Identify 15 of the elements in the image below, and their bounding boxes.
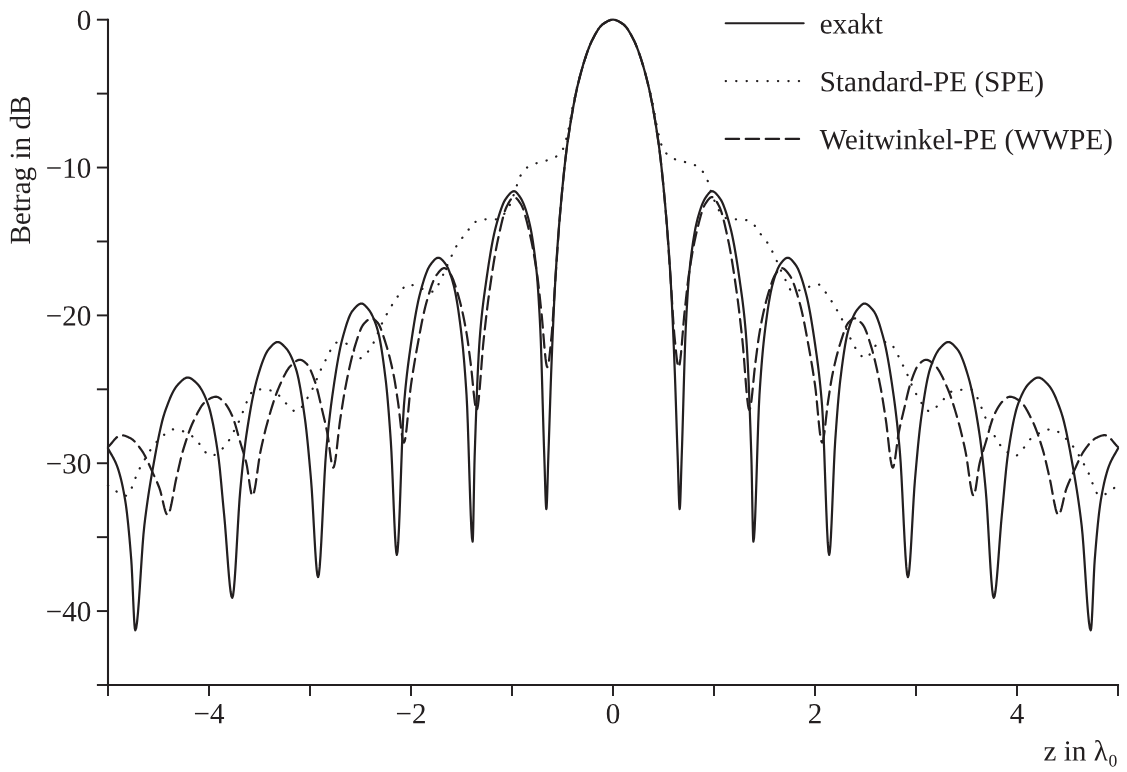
- y-tick-label: −20: [47, 306, 91, 326]
- x-tick-label: 4: [1010, 704, 1024, 724]
- legend-label: Standard-PE (SPE): [821, 71, 1043, 98]
- y-tick-label: 0: [77, 10, 91, 31]
- y-axis-title: Betrag in dB: [9, 96, 37, 244]
- legend-label: exakt: [820, 13, 883, 34]
- y-tick-label: −40: [47, 601, 91, 622]
- x-tick-label: 2: [808, 703, 821, 724]
- x-tick-label: −4: [194, 704, 225, 724]
- y-tick-label: −30: [47, 453, 91, 474]
- y-tick-label: −10: [47, 158, 91, 178]
- legend-label: Weitwinkel-PE (WWPE): [819, 128, 1112, 156]
- x-tick-label: −2: [396, 703, 425, 724]
- x-tick-label: 0: [606, 703, 620, 724]
- x-axis-title: z in λ₀: [1044, 740, 1117, 767]
